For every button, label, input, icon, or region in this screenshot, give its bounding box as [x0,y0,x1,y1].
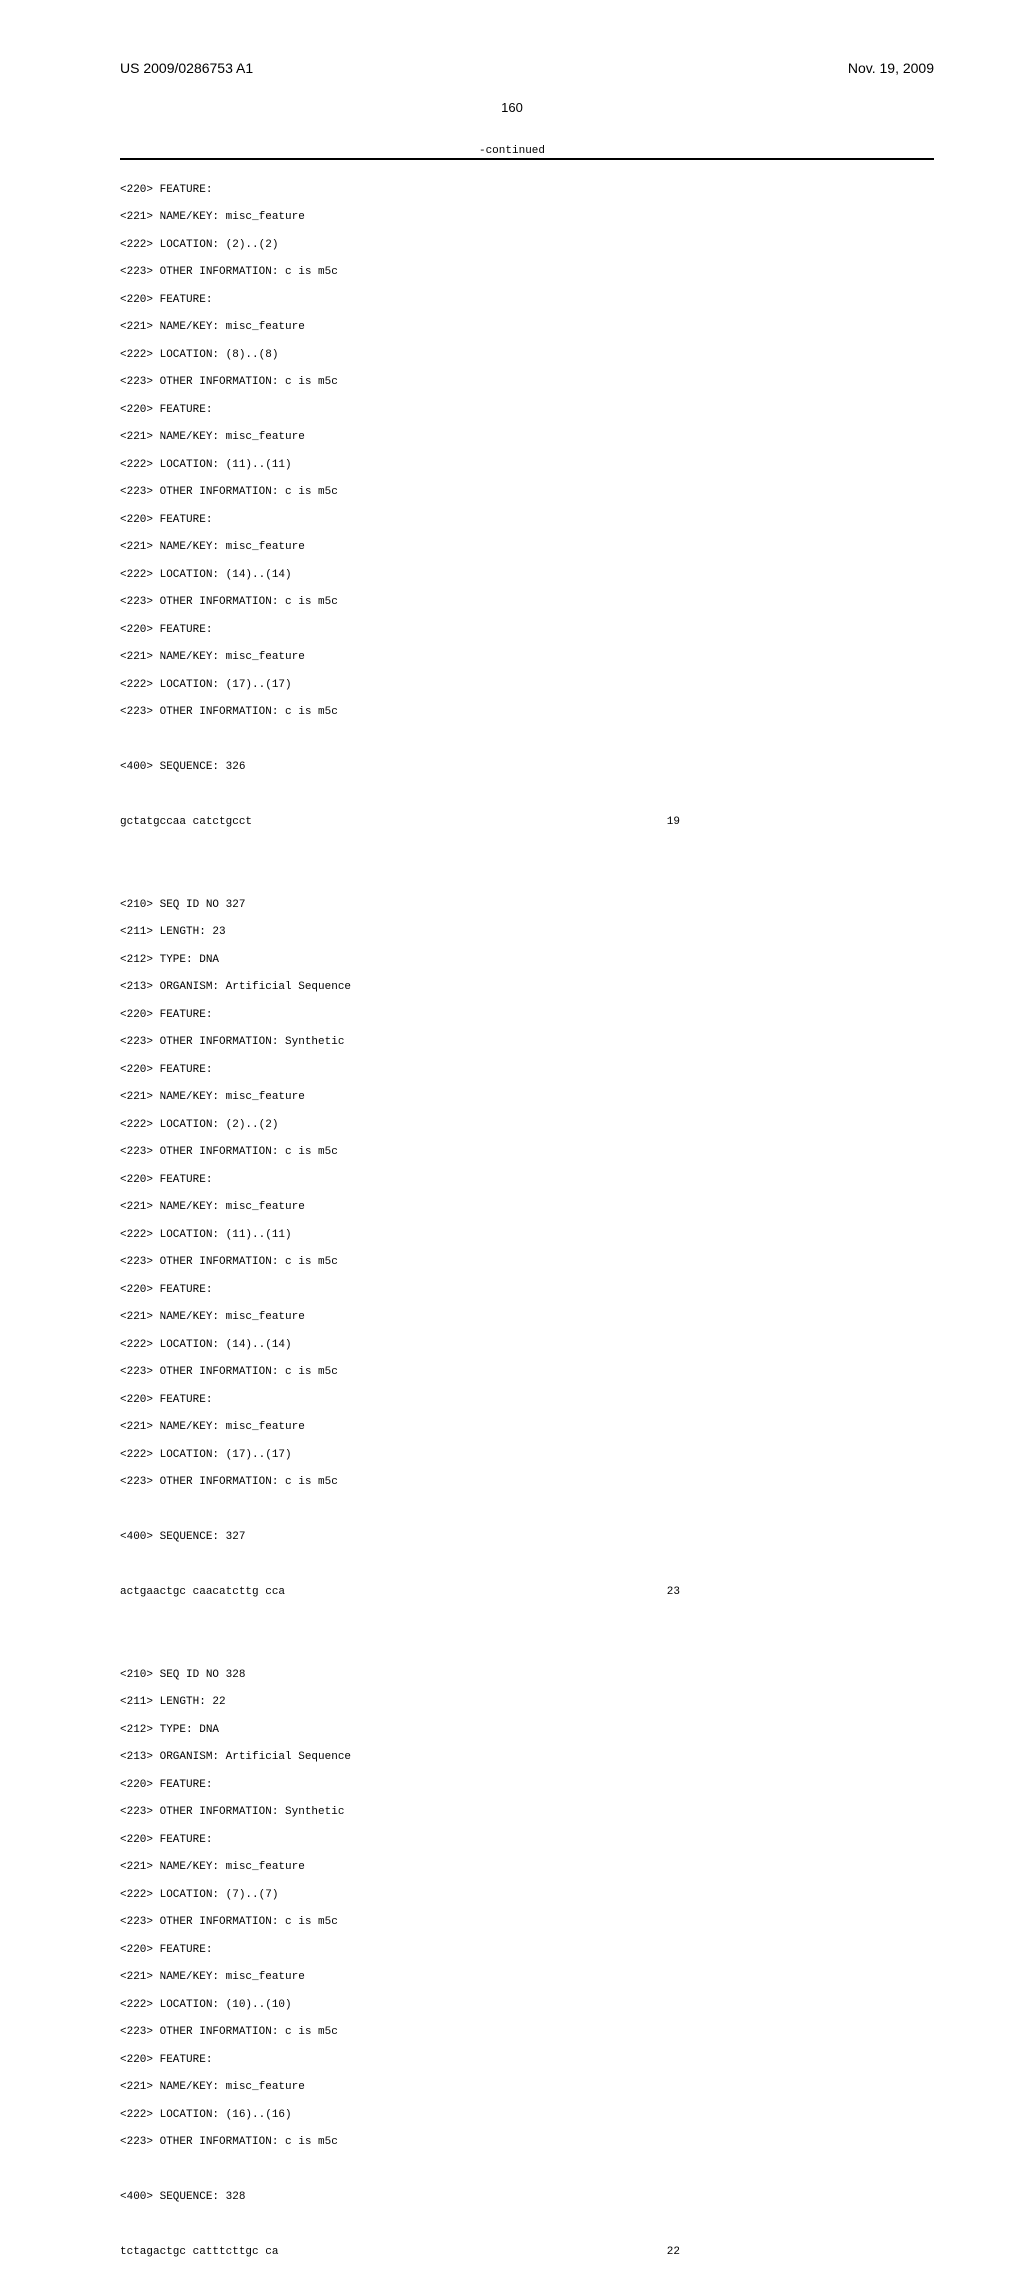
meta-line: <211> LENGTH: 23 [120,926,934,940]
meta-line: <223> OTHER INFORMATION: c is m5c [120,2136,934,2150]
meta-line: <221> NAME/KEY: misc_feature [120,1971,934,1985]
feature-line: <223> OTHER INFORMATION: c is m5c [120,266,934,280]
sequence-text: actgaactgc caacatcttg cca [120,1586,285,1600]
meta-line: <222> LOCATION: (7)..(7) [120,1889,934,1903]
meta-line: <213> ORGANISM: Artificial Sequence [120,1751,934,1765]
meta-line: <220> FEATURE: [120,1009,934,1023]
meta-line: <222> LOCATION: (11)..(11) [120,1229,934,1243]
feature-line: <221> NAME/KEY: misc_feature [120,541,934,555]
meta-line: <223> OTHER INFORMATION: c is m5c [120,1256,934,1270]
sequence-text: gctatgccaa catctgcct [120,816,252,830]
sequence-listing-body: <220> FEATURE: <221> NAME/KEY: misc_feat… [120,170,934,2274]
sequence-length: 23 [667,1586,680,1600]
meta-line: <222> LOCATION: (17)..(17) [120,1449,934,1463]
meta-line: <223> OTHER INFORMATION: c is m5c [120,1916,934,1930]
feature-line: <222> LOCATION: (11)..(11) [120,459,934,473]
meta-line: <221> NAME/KEY: misc_feature [120,1091,934,1105]
meta-line: <223> OTHER INFORMATION: c is m5c [120,2026,934,2040]
feature-line: <220> FEATURE: [120,514,934,528]
meta-line: <220> FEATURE: [120,1779,934,1793]
meta-line: <222> LOCATION: (14)..(14) [120,1339,934,1353]
feature-line: <222> LOCATION: (2)..(2) [120,239,934,253]
meta-line: <220> FEATURE: [120,1394,934,1408]
meta-line: <220> FEATURE: [120,1944,934,1958]
feature-line: <221> NAME/KEY: misc_feature [120,321,934,335]
meta-line: <222> LOCATION: (16)..(16) [120,2109,934,2123]
feature-line: <221> NAME/KEY: misc_feature [120,431,934,445]
meta-line: <221> NAME/KEY: misc_feature [120,1311,934,1325]
feature-line: <221> NAME/KEY: misc_feature [120,211,934,225]
meta-line: <223> OTHER INFORMATION: Synthetic [120,1036,934,1050]
page-number: 160 [0,100,1024,115]
sequence-length: 22 [667,2246,680,2260]
feature-line: <220> FEATURE: [120,624,934,638]
meta-line: <220> FEATURE: [120,1064,934,1078]
blank-line [120,734,934,748]
meta-line: <220> FEATURE: [120,1834,934,1848]
feature-line: <223> OTHER INFORMATION: c is m5c [120,486,934,500]
meta-line: <223> OTHER INFORMATION: Synthetic [120,1806,934,1820]
publication-date: Nov. 19, 2009 [848,60,934,76]
meta-line: <223> OTHER INFORMATION: c is m5c [120,1366,934,1380]
meta-line: <212> TYPE: DNA [120,1724,934,1738]
continued-label: -continued [0,145,1024,157]
meta-line: <213> ORGANISM: Artificial Sequence [120,981,934,995]
feature-line: <220> FEATURE: [120,294,934,308]
meta-line: <220> FEATURE: [120,1174,934,1188]
meta-line: <222> LOCATION: (2)..(2) [120,1119,934,1133]
meta-line: <222> LOCATION: (10)..(10) [120,1999,934,2013]
blank-line [120,1614,934,1628]
blank-line [120,2164,934,2178]
feature-line: <222> LOCATION: (17)..(17) [120,679,934,693]
blank-line [120,789,934,803]
sequence-row: tctagactgc catttcttgc ca 22 [120,2246,680,2260]
sequence-text: tctagactgc catttcttgc ca [120,2246,278,2260]
meta-line: <211> LENGTH: 22 [120,1696,934,1710]
meta-line: <223> OTHER INFORMATION: c is m5c [120,1476,934,1490]
feature-line: <223> OTHER INFORMATION: c is m5c [120,706,934,720]
feature-line: <223> OTHER INFORMATION: c is m5c [120,376,934,390]
sequence-length: 19 [667,816,680,830]
meta-line: <220> FEATURE: [120,1284,934,1298]
meta-line: <210> SEQ ID NO 327 [120,899,934,913]
blank-line [120,1559,934,1573]
sequence-row: gctatgccaa catctgcct 19 [120,816,680,830]
meta-line: <221> NAME/KEY: misc_feature [120,1861,934,1875]
sequence-row: actgaactgc caacatcttg cca 23 [120,1586,680,1600]
feature-line: <220> FEATURE: [120,404,934,418]
blank-line [120,2219,934,2233]
feature-line: <223> OTHER INFORMATION: c is m5c [120,596,934,610]
publication-number: US 2009/0286753 A1 [120,60,253,76]
feature-line: <222> LOCATION: (8)..(8) [120,349,934,363]
meta-line: <221> NAME/KEY: misc_feature [120,1201,934,1215]
feature-line: <221> NAME/KEY: misc_feature [120,651,934,665]
blank-line [120,1641,934,1655]
meta-line: <220> FEATURE: [120,2054,934,2068]
meta-line: <212> TYPE: DNA [120,954,934,968]
blank-line [120,1504,934,1518]
blank-line [120,871,934,885]
meta-line: <210> SEQ ID NO 328 [120,1669,934,1683]
blank-line [120,844,934,858]
meta-line: <221> NAME/KEY: misc_feature [120,2081,934,2095]
sequence-header: <400> SEQUENCE: 327 [120,1531,934,1545]
feature-line: <222> LOCATION: (14)..(14) [120,569,934,583]
feature-line: <220> FEATURE: [120,184,934,198]
meta-line: <221> NAME/KEY: misc_feature [120,1421,934,1435]
meta-line: <223> OTHER INFORMATION: c is m5c [120,1146,934,1160]
sequence-header: <400> SEQUENCE: 326 [120,761,934,775]
horizontal-rule [120,158,934,160]
sequence-header: <400> SEQUENCE: 328 [120,2191,934,2205]
